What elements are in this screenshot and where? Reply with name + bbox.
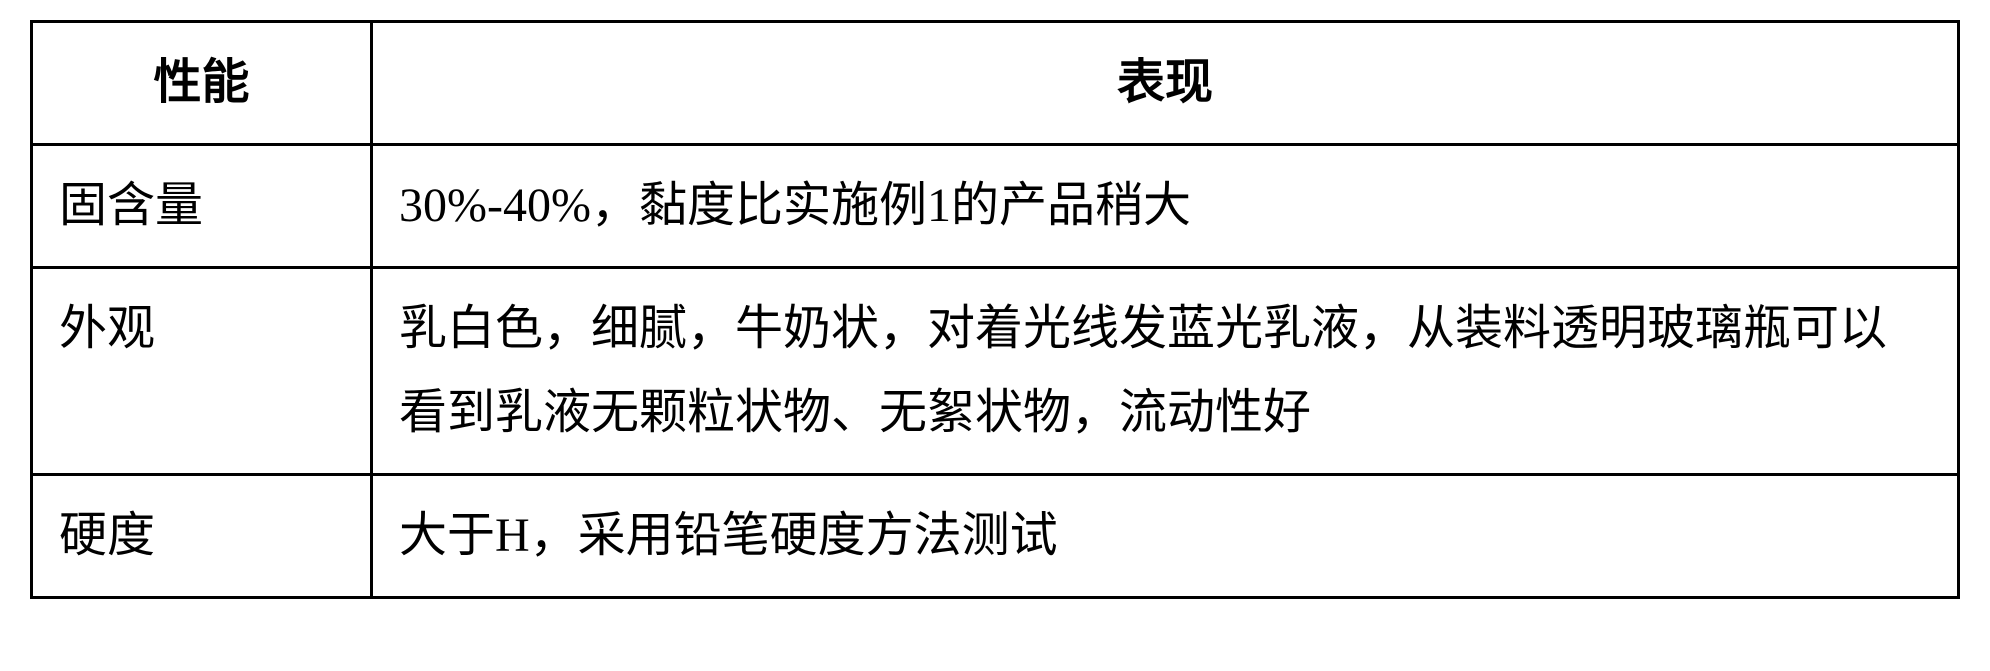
cell-property: 固含量 [32,145,372,268]
cell-performance: 大于H，采用铅笔硬度方法测试 [372,475,1959,598]
table-row: 固含量 30%-40%，黏度比实施例1的产品稍大 [32,145,1959,268]
cell-property: 硬度 [32,475,372,598]
table-row: 外观 乳白色，细腻，牛奶状，对着光线发蓝光乳液，从装料透明玻璃瓶可以看到乳液无颗… [32,268,1959,475]
page-container: 性能 表现 固含量 30%-40%，黏度比实施例1的产品稍大 外观 乳白色，细腻… [0,0,1990,671]
table-row: 硬度 大于H，采用铅笔硬度方法测试 [32,475,1959,598]
cell-performance: 乳白色，细腻，牛奶状，对着光线发蓝光乳液，从装料透明玻璃瓶可以看到乳液无颗粒状物… [372,268,1959,475]
header-property: 性能 [32,22,372,145]
properties-table: 性能 表现 固含量 30%-40%，黏度比实施例1的产品稍大 外观 乳白色，细腻… [30,20,1960,599]
table-header-row: 性能 表现 [32,22,1959,145]
header-performance: 表现 [372,22,1959,145]
cell-property: 外观 [32,268,372,475]
cell-performance: 30%-40%，黏度比实施例1的产品稍大 [372,145,1959,268]
